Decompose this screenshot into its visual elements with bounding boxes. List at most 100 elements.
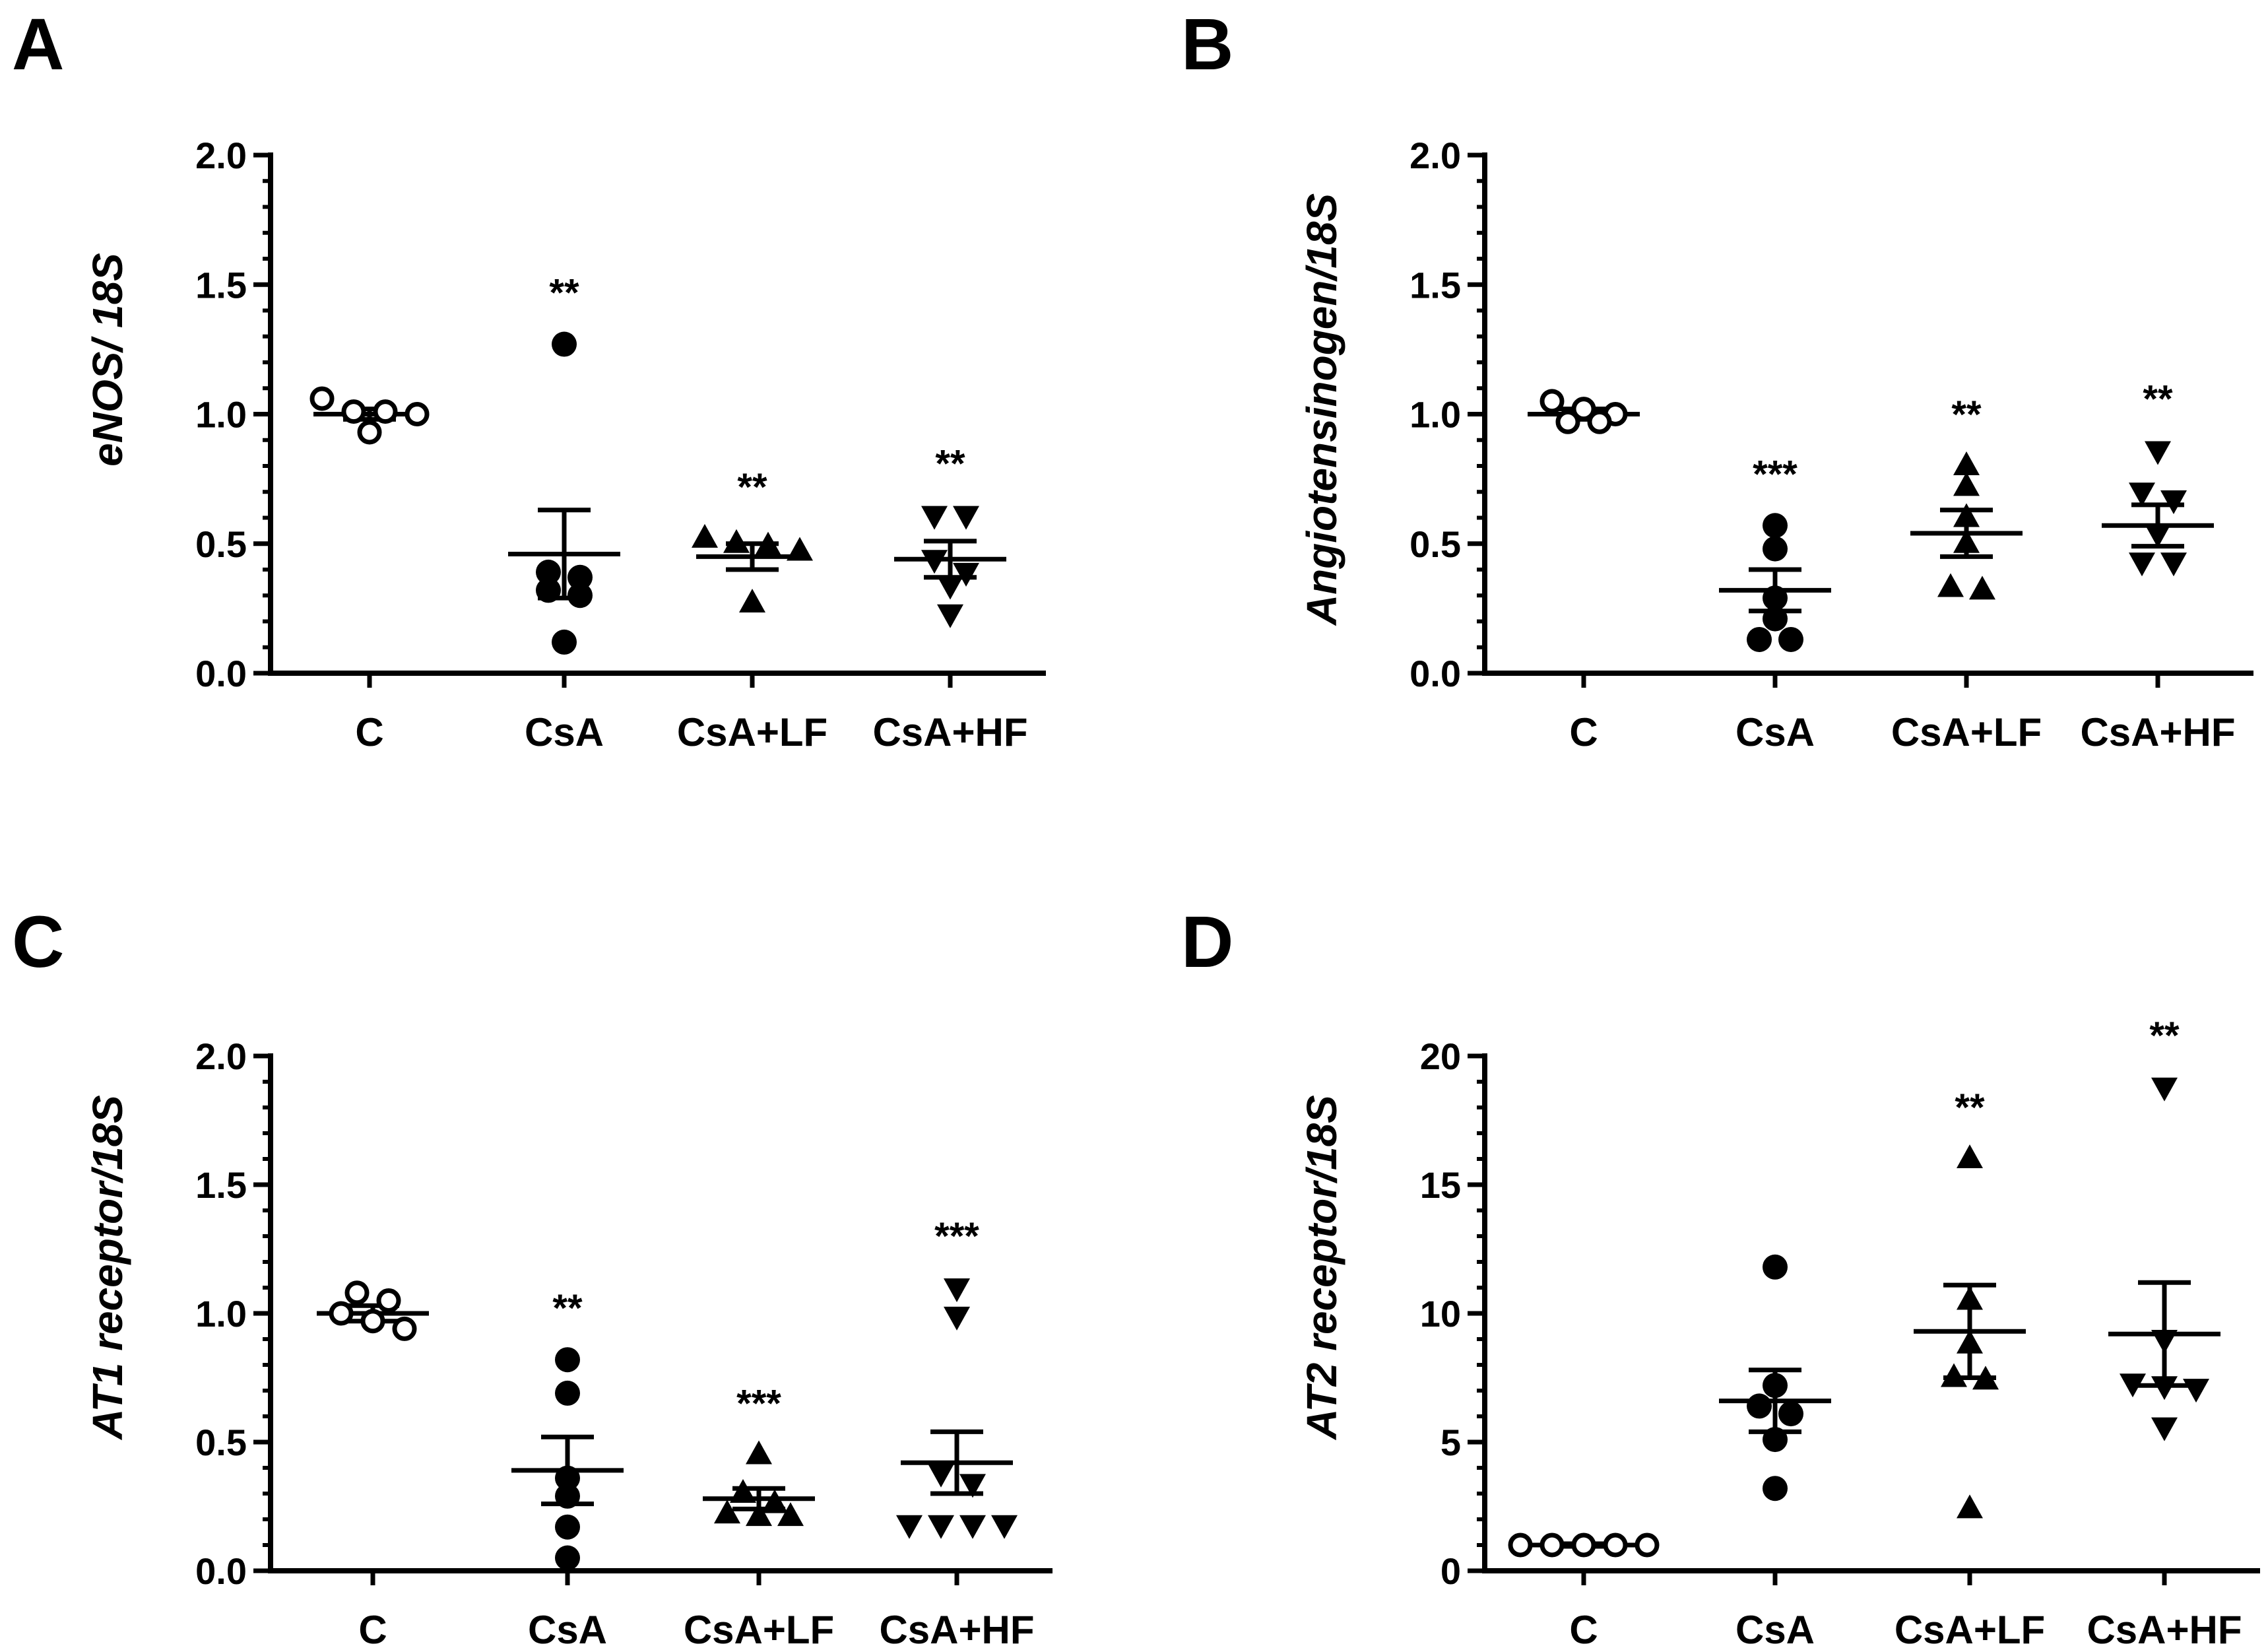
panel-d-data-point xyxy=(1571,1533,1596,1558)
panel-a-data-point xyxy=(787,537,813,561)
panel-d-data-point xyxy=(2151,1376,2178,1401)
panel-c-data-point xyxy=(959,1474,986,1498)
panel-b-y-tick-label: 0.5 xyxy=(1409,523,1461,565)
panel-d-data-point xyxy=(1763,1427,1788,1453)
panel-b-significance-label: ** xyxy=(2143,378,2173,420)
panel-a-significance-label: ** xyxy=(737,466,767,509)
panel-a-data-point xyxy=(739,589,765,613)
panel-d-data-point xyxy=(2151,1330,2178,1354)
panel-a-y-tick-label: 0.5 xyxy=(195,523,247,565)
panel-b-data-point xyxy=(1953,503,1980,527)
panel-b-x-tick-label: CsA+LF xyxy=(1891,710,2042,754)
panel-a-data-point xyxy=(692,523,718,548)
panel-b-x-tick-label: C xyxy=(1569,710,1598,754)
panel-c-y-axis-label: AT1 receptor/18S xyxy=(84,1095,131,1441)
panel-b-y-tick-label: 1.0 xyxy=(1409,394,1461,436)
panel-b-y-axis-label: Angiotensinogen/18S xyxy=(1298,193,1345,627)
panel-c-data-point xyxy=(959,1515,986,1539)
panel-b-data-point xyxy=(1571,397,1596,422)
panel-d-data-point xyxy=(1941,1363,1967,1387)
panel-a-significance-label: ** xyxy=(935,443,965,486)
panel-d-data-point xyxy=(1508,1533,1533,1558)
panel-a-data-point xyxy=(552,629,577,655)
panel-b-data-point xyxy=(1778,626,1803,652)
panel-c: C 0.0 0.5 1.0 1.5 2.0 C CsA CsA+LF CsA+HF AT1 rece… xyxy=(12,902,1053,1648)
panel-a-data-point xyxy=(723,529,750,553)
panel-c-data-point xyxy=(944,1278,970,1302)
panel-b-data-point xyxy=(2129,482,2155,507)
panel-b-data-point xyxy=(1937,573,1964,597)
panel-d-data-point xyxy=(1957,1329,1983,1354)
panel-c-letter: C xyxy=(12,902,64,983)
panel-c-x-tick-label: C xyxy=(358,1608,387,1648)
panel-a-data-point xyxy=(567,564,593,590)
panel-c-y-tick-label: 1.0 xyxy=(195,1293,247,1335)
panel-b-x-tick-label: CsA xyxy=(1735,710,1815,754)
panel-d-y-tick-label: 20 xyxy=(1420,1036,1461,1077)
panel-d-data-point xyxy=(1763,1373,1788,1399)
panel-b-data-point xyxy=(1587,409,1612,434)
panel-a-data-point xyxy=(536,577,561,603)
panel-d-data-point xyxy=(1603,1533,1628,1558)
panel-c-data-point xyxy=(392,1316,417,1341)
panel-a-y-tick-label: 0.0 xyxy=(195,653,247,694)
panel-b-data-point xyxy=(1763,536,1788,562)
panel-d-y-tick-label: 0 xyxy=(1441,1550,1461,1592)
panel-b-data-point xyxy=(1763,606,1788,632)
panel-b-data-point xyxy=(2145,524,2171,548)
panel-b-y-tick-label: 2.0 xyxy=(1409,135,1461,176)
panel-d-y-axis-label: AT2 receptor/18S xyxy=(1298,1095,1345,1441)
panel-c-data-point xyxy=(746,1502,772,1527)
panel-c-data-point xyxy=(777,1502,804,1527)
panel-d-data-point xyxy=(1539,1533,1565,1558)
panel-c-data-point xyxy=(761,1489,788,1513)
panel-c-y-tick-label: 0.5 xyxy=(195,1422,247,1463)
panel-a-data-point xyxy=(953,506,979,530)
panel-d-data-point xyxy=(1957,1144,1983,1168)
panel-b-data-point xyxy=(2160,552,2187,577)
panel-d-data-point xyxy=(1972,1366,1999,1390)
panel-d-data-point xyxy=(2151,1417,2178,1441)
panel-d-data-point xyxy=(2120,1373,2146,1398)
panel-b-y-tick-label: 1.5 xyxy=(1409,264,1461,306)
panel-d-data-point xyxy=(2183,1379,2209,1403)
panel-c-data-point xyxy=(746,1440,772,1465)
panel-b-data-point xyxy=(1969,576,1995,600)
panel-d-x-tick-label: C xyxy=(1569,1608,1598,1648)
panel-b-data-point xyxy=(2145,441,2171,465)
panel-c-x-tick-label: CsA xyxy=(528,1608,607,1648)
panel-d-data-point xyxy=(2151,1077,2178,1102)
panel-a-data-point xyxy=(755,531,781,556)
panel-d-x-tick-label: CsA+LF xyxy=(1895,1608,2045,1648)
panel-c-data-point xyxy=(555,1545,580,1571)
panel-d-x-tick-label: CsA+HF xyxy=(2087,1608,2242,1648)
panel-d-data-point xyxy=(1957,1286,1983,1310)
panel-c-data-point xyxy=(928,1463,954,1488)
panel-a-data-point xyxy=(309,386,335,411)
panel-a-x-tick-label: CsA+HF xyxy=(872,710,1027,754)
panel-b-y-tick-label: 0.0 xyxy=(1409,653,1461,694)
panel-a-x-tick-label: CsA+LF xyxy=(677,710,827,754)
panel-d-data-point xyxy=(1747,1393,1772,1419)
panel-b-data-point xyxy=(1953,529,1980,553)
panel-b-data-point xyxy=(1763,585,1788,611)
panel-c-data-point xyxy=(714,1500,740,1524)
panel-b-significance-label: *** xyxy=(1753,453,1798,496)
panel-d: D 0 5 10 15 20 C CsA CsA+LF CsA+HF AT2 receptor/18… xyxy=(1181,902,2260,1648)
panel-a-data-point xyxy=(405,402,430,426)
panel-a-data-point xyxy=(921,506,948,530)
panel-c-data-point xyxy=(376,1288,401,1313)
panel-c-x-tick-label: CsA+LF xyxy=(684,1608,834,1648)
panel-c-significance-label: ** xyxy=(552,1287,583,1330)
panel-a-data-point xyxy=(937,604,963,628)
panel-a-data-point xyxy=(567,583,593,609)
panel-d-letter: D xyxy=(1181,902,1233,983)
panel-a-x-tick-label: CsA xyxy=(525,710,604,754)
panel-a-letter: A xyxy=(12,4,64,85)
panel-a-data-point xyxy=(341,399,366,424)
panel-b-data-point xyxy=(1763,513,1788,539)
panel-d-y-tick-label: 15 xyxy=(1420,1164,1461,1206)
panel-c-data-point xyxy=(896,1515,923,1539)
panel-a-significance-label: ** xyxy=(549,272,579,315)
panel-d-x-tick-label: CsA xyxy=(1735,1608,1815,1648)
